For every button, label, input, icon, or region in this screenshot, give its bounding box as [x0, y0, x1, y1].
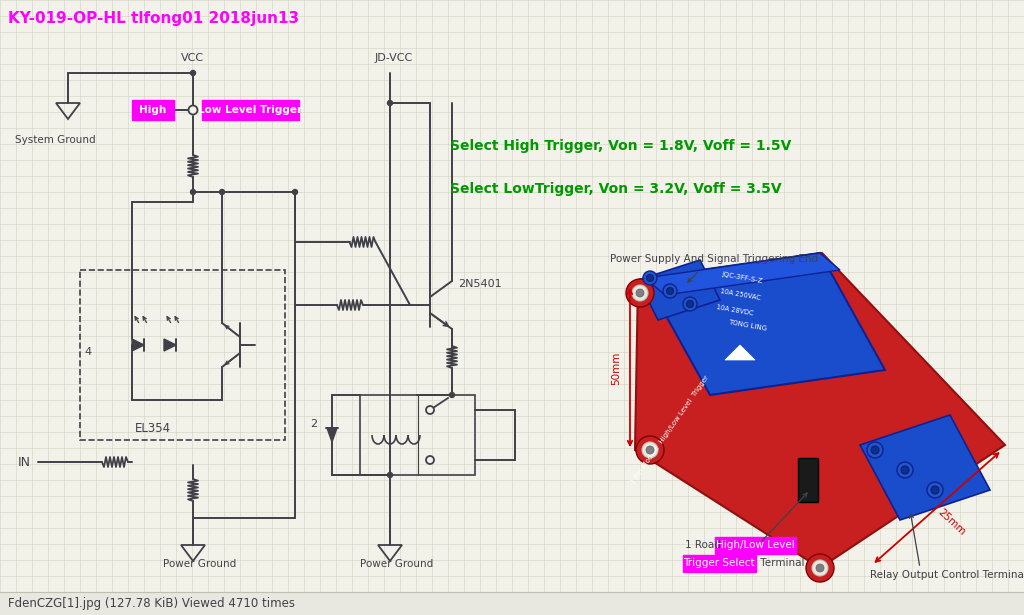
- Text: System Ground: System Ground: [15, 135, 95, 145]
- Text: Select High Trigger, Von = 1.8V, Voff = 1.5V: Select High Trigger, Von = 1.8V, Voff = …: [450, 139, 792, 153]
- Circle shape: [646, 274, 653, 282]
- Text: Relay Output Control Terminals: Relay Output Control Terminals: [870, 570, 1024, 580]
- Circle shape: [387, 472, 392, 477]
- Circle shape: [871, 446, 879, 454]
- Text: High: High: [139, 105, 167, 115]
- Polygon shape: [132, 339, 144, 351]
- Text: TONG LING: TONG LING: [728, 319, 768, 331]
- Text: 25mm: 25mm: [936, 507, 968, 537]
- Circle shape: [636, 289, 644, 297]
- Polygon shape: [638, 260, 720, 320]
- FancyBboxPatch shape: [202, 100, 299, 120]
- Text: High/Low Level: High/Low Level: [716, 540, 795, 550]
- Circle shape: [426, 406, 434, 414]
- Circle shape: [426, 456, 434, 464]
- Text: JQC-3FF-S-Z: JQC-3FF-S-Z: [721, 271, 763, 285]
- Polygon shape: [635, 253, 1005, 568]
- Circle shape: [188, 106, 198, 114]
- Circle shape: [927, 482, 943, 498]
- Text: EL354: EL354: [135, 422, 171, 435]
- Text: JD-VCC: JD-VCC: [375, 53, 414, 63]
- Text: Terminal: Terminal: [757, 558, 805, 568]
- Circle shape: [190, 71, 196, 76]
- FancyBboxPatch shape: [132, 100, 174, 120]
- Circle shape: [626, 279, 654, 307]
- Circle shape: [219, 189, 224, 194]
- Text: Trigger Select: Trigger Select: [683, 558, 755, 568]
- Circle shape: [663, 284, 677, 298]
- Bar: [0, 592, 1024, 615]
- Circle shape: [867, 442, 883, 458]
- Circle shape: [642, 442, 658, 458]
- Bar: [360, 395, 475, 475]
- Text: FdenCZG[1].jpg (127.78 KiB) Viewed 4710 times: FdenCZG[1].jpg (127.78 KiB) Viewed 4710 …: [8, 598, 295, 611]
- Polygon shape: [645, 253, 885, 395]
- Bar: [798, 458, 818, 502]
- Circle shape: [450, 392, 455, 397]
- Text: IN: IN: [18, 456, 31, 469]
- Text: 10A 250VAC: 10A 250VAC: [719, 288, 761, 301]
- Text: VCC: VCC: [181, 53, 204, 63]
- Circle shape: [686, 301, 693, 308]
- Polygon shape: [860, 415, 990, 520]
- FancyBboxPatch shape: [683, 555, 756, 571]
- Text: Power Ground: Power Ground: [360, 559, 433, 569]
- Circle shape: [816, 564, 824, 572]
- Circle shape: [901, 466, 909, 474]
- Polygon shape: [725, 345, 755, 360]
- FancyBboxPatch shape: [715, 536, 796, 554]
- Polygon shape: [327, 428, 337, 442]
- Circle shape: [667, 287, 674, 295]
- Text: Power Supply And Signal Triggering End: Power Supply And Signal Triggering End: [610, 254, 818, 264]
- Polygon shape: [164, 339, 176, 351]
- Circle shape: [812, 560, 828, 576]
- Text: Select LowTrigger, Von = 3.2V, Voff = 3.5V: Select LowTrigger, Von = 3.2V, Voff = 3.…: [450, 182, 781, 196]
- Circle shape: [646, 446, 654, 454]
- Circle shape: [636, 436, 664, 464]
- Circle shape: [632, 285, 648, 301]
- Text: 2N5401: 2N5401: [458, 279, 502, 289]
- Text: 1 Road: 1 Road: [685, 540, 724, 550]
- Circle shape: [897, 462, 913, 478]
- Circle shape: [931, 486, 939, 494]
- Circle shape: [806, 554, 834, 582]
- Text: Low Level Trigger: Low Level Trigger: [198, 105, 302, 115]
- Circle shape: [387, 100, 392, 106]
- Circle shape: [643, 271, 657, 285]
- Polygon shape: [645, 253, 840, 295]
- Text: 10A 28VDC: 10A 28VDC: [716, 304, 754, 316]
- Text: 4: 4: [84, 347, 91, 357]
- Circle shape: [293, 189, 298, 194]
- Text: 50mm: 50mm: [611, 351, 621, 385]
- Text: 1 Rel Module  High/Low Level  Trigger: 1 Rel Module High/Low Level Trigger: [630, 375, 710, 485]
- Text: 2: 2: [310, 419, 317, 429]
- Circle shape: [190, 189, 196, 194]
- Text: KY-019-OP-HL tlfong01 2018jun13: KY-019-OP-HL tlfong01 2018jun13: [8, 10, 299, 25]
- Circle shape: [683, 297, 697, 311]
- Bar: [80, 270, 285, 440]
- Text: Power Ground: Power Ground: [163, 559, 237, 569]
